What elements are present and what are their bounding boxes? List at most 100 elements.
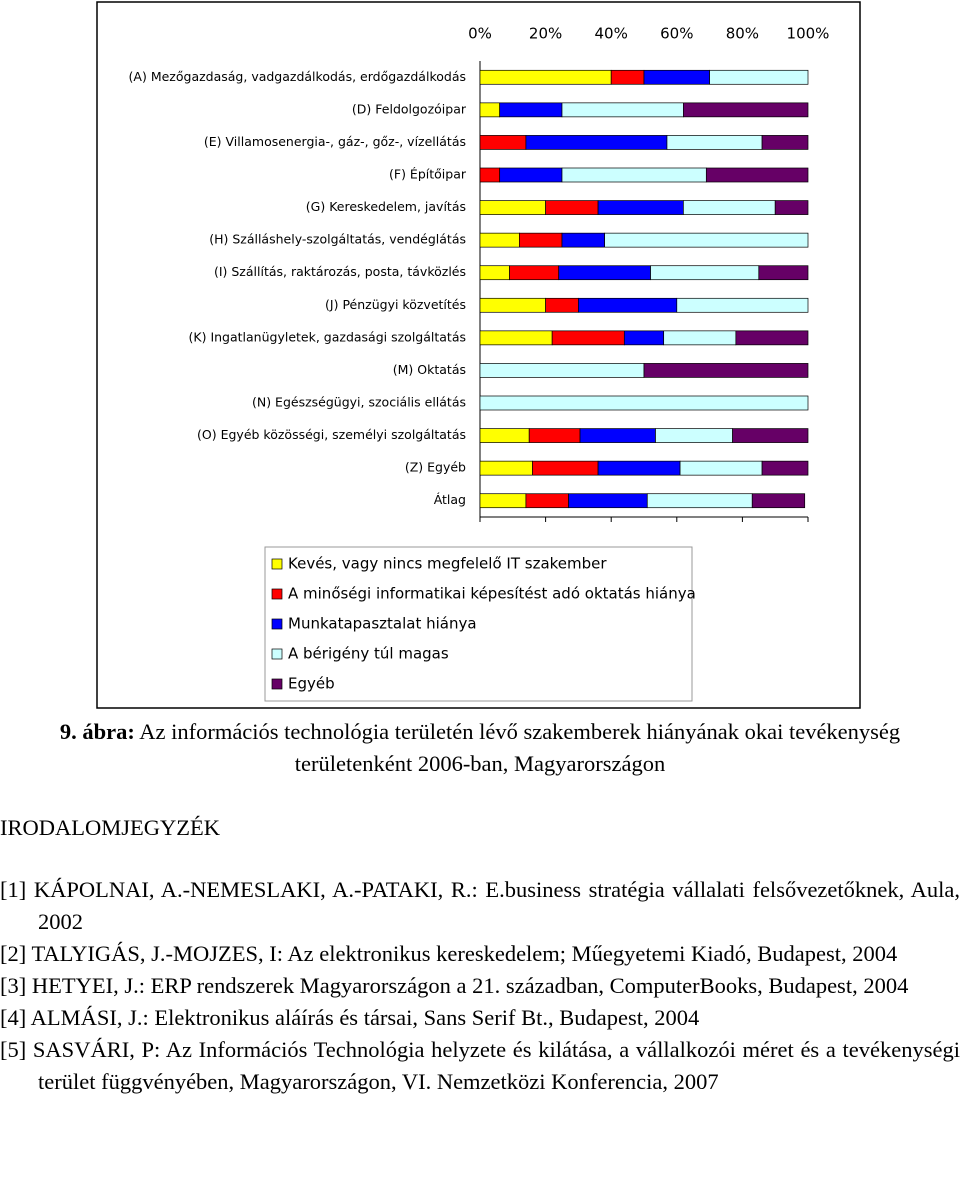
y-tick-label: Átlag (434, 492, 466, 507)
y-tick-label: (K) Ingatlanügyletek, gazdasági szolgált… (189, 329, 466, 344)
bar-segment (761, 135, 809, 150)
legend-label: Kevés, vagy nincs megfelelő IT szakember (288, 555, 607, 573)
y-tick-label: (A) Mezőgazdaság, vadgazdálkodás, erdőga… (129, 69, 466, 84)
bar-segment (561, 102, 684, 118)
bar-segment (676, 297, 809, 313)
caption: 9. ábra: Az információs technológia terü… (30, 716, 930, 780)
references: [1] KÁPOLNAI, A.-NEMESLAKI, A.-PATAKI, R… (0, 874, 960, 1098)
bar-segment (655, 428, 733, 443)
legend-swatch (271, 648, 283, 660)
legend-box (264, 546, 693, 702)
reference: [1] KÁPOLNAI, A.-NEMESLAKI, A.-PATAKI, R… (0, 877, 960, 934)
bar-segment (479, 493, 527, 509)
bar-segment (561, 167, 707, 183)
y-tick-label: (Z) Egyéb (405, 460, 466, 475)
bar-segment (545, 200, 599, 215)
bar-segment (499, 102, 563, 118)
bar-segment (479, 363, 645, 378)
caption-text: Az információs technológia területén lév… (139, 719, 901, 776)
bar-segment (479, 297, 546, 313)
bar-segment (568, 493, 648, 509)
legend-label: Munkatapasztalat hiánya (288, 615, 477, 633)
bar-segment (519, 232, 563, 248)
bar-segment (479, 428, 530, 443)
bar-segment (479, 167, 501, 183)
bar-segment (683, 200, 776, 215)
bar-segment (761, 460, 809, 476)
y-tick-label: (D) Feldolgozóipar (352, 101, 467, 116)
caption-number: 9. ábra: (59, 719, 135, 744)
legend-swatch (271, 558, 283, 570)
bar-segment (558, 265, 651, 281)
legend-swatch (271, 588, 283, 600)
bar-segment (509, 265, 560, 281)
y-tick-label: (M) Oktatás (393, 362, 466, 377)
heading: IRODALOMJEGYZÉK (0, 815, 220, 840)
y-tick-label: (F) Építőipar (389, 167, 467, 182)
bar-segment (479, 232, 520, 248)
bar-segment (525, 493, 569, 509)
x-tick-label: 40% (595, 25, 628, 43)
legend-swatch (271, 618, 283, 630)
bar-segment (604, 232, 809, 248)
bar-segment (732, 428, 809, 443)
bar-segment (479, 135, 527, 150)
chart: 0% 20% 40% 60% 80% 100% (A) Mezőgazdaság, vadg… (96, 1, 861, 709)
x-tick-label: 60% (660, 25, 693, 43)
bar-segment (479, 102, 501, 118)
bar-segment (597, 460, 681, 476)
bar-segment (479, 200, 546, 215)
bar-segment (774, 200, 809, 215)
bar-segment (643, 69, 710, 85)
reference: [2] TALYIGÁS, J.-MOJZES, I: Az elektroni… (0, 941, 898, 966)
legend-swatch (271, 678, 283, 690)
x-tick-label: 80% (726, 25, 759, 43)
bar-segment (525, 135, 668, 150)
bar-segment (479, 265, 510, 281)
bar-segment (610, 69, 645, 85)
reference: [4] ALMÁSI, J.: Elektronikus aláírás és … (0, 1005, 700, 1030)
reference: [5] SASVÁRI, P: Az Információs Technológ… (0, 1037, 960, 1094)
bar-segment (597, 200, 684, 215)
bar-segment (705, 167, 809, 183)
bar-segment (499, 167, 563, 183)
bar-segment (679, 460, 763, 476)
bar-segment (666, 135, 763, 150)
bar-segment (579, 428, 656, 443)
bar-segment (561, 232, 605, 248)
bar-segment (683, 102, 809, 118)
bar-segment (545, 297, 579, 313)
y-tick-label: (J) Pénzügyi közvetítés (325, 297, 466, 312)
legend-label: Egyéb (288, 675, 335, 693)
bar-segment (578, 297, 678, 313)
reference: [3] HETYEI, J.: ERP rendszerek Magyarors… (0, 973, 909, 998)
legend-label: A minőségi informatikai képesítést adó o… (288, 585, 696, 603)
x-tick-label: 100% (787, 25, 830, 43)
x-tick-label: 0% (468, 25, 492, 43)
bar-segment (528, 428, 581, 443)
bar-segment (650, 265, 760, 281)
y-tick-label: (G) Kereskedelem, javítás (306, 199, 466, 214)
bar-segment (758, 265, 809, 281)
bar-segment (623, 330, 665, 346)
bar-segment (479, 69, 612, 85)
y-tick-label: (E) Villamosenergia-, gáz-, gőz-, vízell… (204, 134, 466, 149)
bar-segment (663, 330, 737, 346)
chart-frame (96, 1, 861, 709)
bar-segment (646, 493, 753, 509)
y-tick-label: (H) Szálláshely-szolgáltatás, vendéglátá… (209, 232, 466, 247)
bar-segment (551, 330, 625, 346)
y-tick-label: (I) Szállítás, raktározás, posta, távköz… (214, 264, 466, 279)
bar-segment (709, 69, 809, 85)
legend-label: A bérigény túl magas (288, 645, 449, 663)
bar-segment (479, 395, 809, 411)
bar-segment (751, 493, 806, 509)
bar-segment (735, 330, 809, 346)
bar-segment (479, 330, 553, 346)
y-tick-label: (O) Egyéb közösségi, személyi szolgáltat… (197, 427, 466, 442)
y-tick-label: (N) Egészségügyi, szociális ellátás (252, 395, 466, 410)
bar-segment (643, 363, 809, 378)
bar-segment (479, 460, 533, 476)
x-tick-label: 20% (529, 25, 562, 43)
